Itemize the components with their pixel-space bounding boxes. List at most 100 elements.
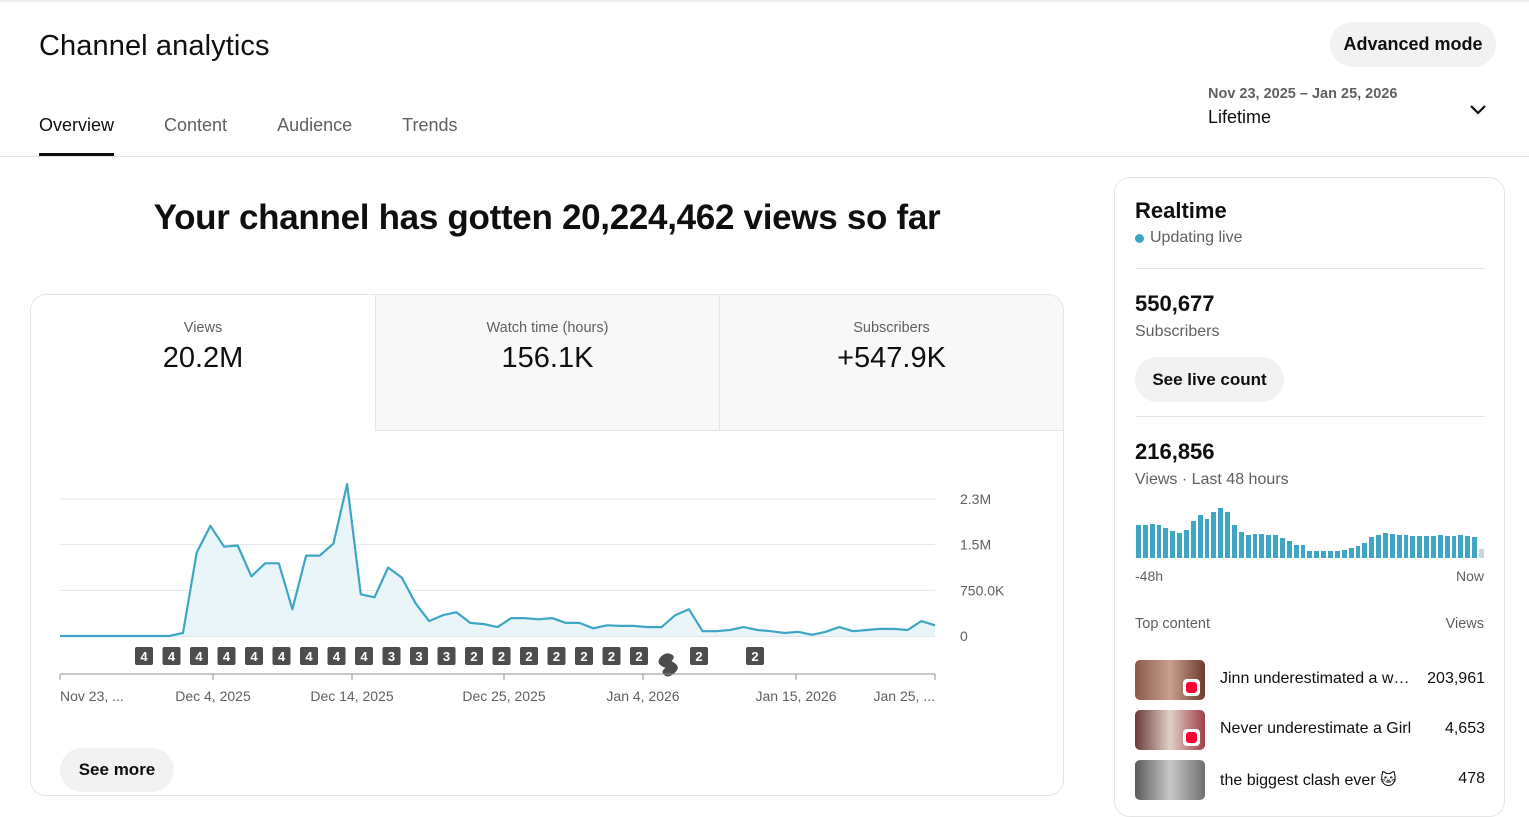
realtime-bar-chart xyxy=(1135,508,1485,558)
metric-label: Views xyxy=(183,320,223,336)
upload-marker-label: 4 xyxy=(195,649,203,664)
live-dot-icon xyxy=(1135,233,1144,243)
upload-marker-label: 4 xyxy=(250,649,258,664)
see-more-button[interactable]: See more xyxy=(60,748,174,792)
upload-marker-label: 2 xyxy=(695,649,702,664)
realtime-bar xyxy=(1389,534,1395,558)
realtime-bar xyxy=(1156,525,1162,558)
divider xyxy=(1135,416,1485,417)
upload-marker xyxy=(690,647,708,665)
upload-marker-label: 4 xyxy=(333,649,341,664)
realtime-bar xyxy=(1163,527,1169,558)
realtime-bar xyxy=(1382,533,1388,558)
upload-marker xyxy=(272,647,291,665)
header-divider xyxy=(0,156,1529,157)
upload-marker xyxy=(217,647,236,665)
realtime-bar xyxy=(1314,551,1320,558)
list-item[interactable]: the biggest clash ever 🐱 478 xyxy=(1135,760,1485,802)
upload-marker xyxy=(327,647,346,665)
realtime-bar xyxy=(1465,536,1471,558)
video-title: the biggest clash ever 🐱 xyxy=(1220,772,1397,789)
tab-overview[interactable]: Overview xyxy=(39,100,115,156)
upload-marker-label: 4 xyxy=(278,649,286,664)
upload-marker xyxy=(410,647,428,665)
realtime-bar xyxy=(1355,546,1361,558)
tab-content[interactable]: Content xyxy=(164,115,228,135)
realtime-bar xyxy=(1478,549,1484,558)
live-status: Updating live xyxy=(1135,229,1243,247)
tab-bar: Overview Content Audience Trends xyxy=(39,100,507,156)
realtime-bar xyxy=(1437,535,1443,558)
upload-marker xyxy=(382,647,401,665)
realtime-bar xyxy=(1451,536,1457,558)
metric-value: 156.1K xyxy=(501,342,594,374)
video-thumbnail xyxy=(1135,760,1205,800)
video-views: 203,961 xyxy=(1427,670,1485,687)
upload-marker-label: 2 xyxy=(635,649,642,664)
upload-marker xyxy=(437,647,456,665)
realtime-bar xyxy=(1348,548,1354,558)
see-live-count-button[interactable]: See live count xyxy=(1135,357,1284,402)
realtime-bar xyxy=(1286,540,1292,558)
video-views: 478 xyxy=(1458,770,1485,787)
upload-marker-label: 3 xyxy=(443,649,450,664)
views-series-line xyxy=(60,483,936,638)
upload-marker xyxy=(190,647,208,665)
realtime-bar xyxy=(1280,538,1285,558)
upload-marker-label: 4 xyxy=(360,649,368,664)
y-tick-label: 2.3M xyxy=(960,491,991,507)
realtime-bar xyxy=(1266,535,1272,558)
realtime-bar xyxy=(1403,535,1409,558)
x-tick-label: Jan 25, ... xyxy=(874,688,935,704)
video-title: Jinn underestimated a woman xyxy=(1220,670,1416,687)
metric-subscribers[interactable]: Subscribers +547.9K xyxy=(719,295,1063,431)
y-tick-label: 750.0K xyxy=(960,582,1005,598)
realtime-bar xyxy=(1225,512,1231,558)
tab-audience[interactable]: Audience xyxy=(277,115,353,135)
views-48h-count: 216,856 xyxy=(1135,439,1215,464)
advanced-mode-button[interactable]: Advanced mode xyxy=(1330,22,1496,67)
subscribers-count: 550,677 xyxy=(1135,291,1215,316)
upload-marker xyxy=(602,647,621,665)
realtime-panel: Realtime Updating live 550,677 Subscribe… xyxy=(1114,177,1505,817)
metric-views[interactable]: Views 20.2M xyxy=(31,295,375,431)
upload-marker xyxy=(245,647,263,665)
realtime-title: Realtime xyxy=(1135,198,1227,223)
realtime-bar xyxy=(1307,551,1313,558)
y-tick-label: 0 xyxy=(960,628,968,644)
realtime-bar xyxy=(1430,536,1436,558)
upload-marker xyxy=(465,647,483,665)
realtime-bar xyxy=(1259,534,1265,558)
realtime-bar xyxy=(1410,536,1416,558)
realtime-bar xyxy=(1396,535,1402,558)
realtime-bar xyxy=(1472,537,1477,558)
list-item[interactable]: Jinn underestimated a woman 203,961 xyxy=(1135,660,1485,702)
date-range-picker[interactable]: Nov 23, 2025 – Jan 25, 2026 Lifetime xyxy=(1208,86,1498,136)
realtime-bar xyxy=(1177,533,1183,558)
upload-marker-label: 4 xyxy=(140,649,148,664)
metric-label: Subscribers xyxy=(853,320,930,336)
realtime-bar xyxy=(1211,512,1217,558)
upload-marker xyxy=(630,647,648,665)
spark-axis-end: Now xyxy=(1455,568,1484,584)
metric-value: +547.9K xyxy=(837,342,946,374)
list-item[interactable]: Never underestimate a Girl 4,653 xyxy=(1135,710,1485,752)
realtime-bar xyxy=(1245,535,1251,558)
shorts-icon xyxy=(1183,729,1200,746)
metric-watch-time[interactable]: Watch time (hours) 156.1K xyxy=(375,295,719,431)
upload-marker-label: 2 xyxy=(498,649,505,664)
realtime-bar xyxy=(1184,529,1189,558)
tab-trends[interactable]: Trends xyxy=(402,115,458,135)
realtime-bar xyxy=(1458,535,1464,558)
realtime-bar xyxy=(1362,542,1368,558)
realtime-bar xyxy=(1218,508,1224,558)
realtime-bar xyxy=(1238,531,1244,558)
page-title: Channel analytics xyxy=(39,30,270,62)
video-thumbnail xyxy=(1135,710,1205,750)
realtime-bar xyxy=(1149,524,1155,558)
upload-marker xyxy=(162,647,181,665)
upload-marker xyxy=(300,647,318,665)
upload-marker-label: 2 xyxy=(525,649,532,664)
upload-marker-label: 2 xyxy=(608,649,615,664)
upload-marker xyxy=(575,647,593,665)
